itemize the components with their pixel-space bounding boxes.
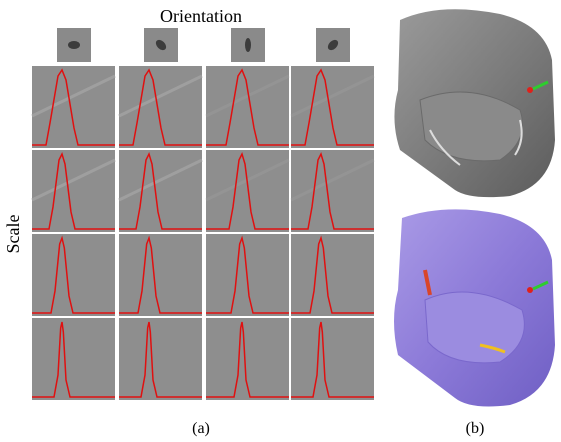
response-curve	[119, 68, 202, 146]
panel-texture	[290, 158, 375, 202]
panel	[206, 150, 289, 232]
response-curve	[32, 151, 115, 230]
panel	[291, 150, 374, 232]
panel-texture	[290, 74, 375, 118]
panel-texture	[31, 158, 116, 202]
response-curve	[206, 235, 289, 314]
response-curve	[206, 151, 289, 230]
chair-purple	[394, 209, 555, 407]
response-curve	[32, 235, 115, 314]
panel	[32, 318, 115, 400]
response-curve	[32, 68, 115, 146]
response-curve	[291, 235, 374, 314]
response-curve	[291, 151, 374, 230]
response-curve	[119, 321, 202, 398]
response-curve	[32, 321, 115, 398]
panel	[32, 150, 115, 232]
panel	[32, 66, 115, 148]
panel	[119, 150, 202, 232]
orientation-label: Orientation	[160, 6, 242, 26]
caption-a: (a)	[192, 420, 210, 437]
response-curve	[206, 68, 289, 146]
filter-blob	[68, 41, 80, 49]
panel	[291, 318, 374, 400]
panel-texture	[118, 74, 203, 118]
panel-texture	[205, 74, 290, 118]
chair-gray	[394, 9, 555, 198]
response-curve	[119, 235, 202, 314]
panel	[291, 66, 374, 148]
panel-texture	[31, 74, 116, 118]
filter-thumbnails	[57, 28, 350, 62]
panel	[119, 234, 202, 316]
panel	[206, 66, 289, 148]
filter-blob	[245, 38, 251, 52]
response-curve	[206, 321, 289, 398]
caption-b: (b)	[466, 420, 485, 437]
response-curve	[291, 68, 374, 146]
scale-label: Scale	[3, 215, 23, 254]
panel-texture	[118, 158, 203, 202]
filter-blob	[155, 39, 167, 51]
panel-grid	[31, 66, 375, 400]
filter-blob	[327, 39, 339, 51]
panel	[291, 234, 374, 316]
response-curve	[119, 151, 202, 230]
panel	[119, 66, 202, 148]
response-curve	[291, 321, 374, 398]
panel	[32, 234, 115, 316]
panel	[119, 318, 202, 400]
